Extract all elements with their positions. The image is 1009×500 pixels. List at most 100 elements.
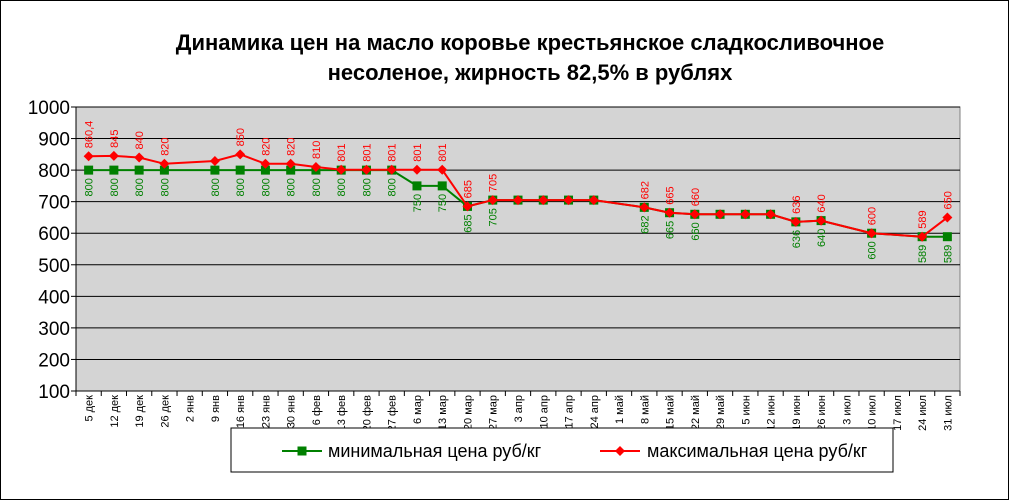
max-price-marker bbox=[83, 151, 94, 162]
max-price-data-label: 845 bbox=[109, 130, 121, 148]
x-tick-label: 17 апр bbox=[564, 395, 576, 428]
min-price-data-label: 665 bbox=[665, 221, 677, 239]
y-tick-label: 800 bbox=[38, 161, 70, 182]
max-price-data-label: 705 bbox=[488, 174, 500, 192]
max-price-marker bbox=[437, 164, 448, 175]
x-tick-label: 13 мар bbox=[437, 395, 449, 430]
max-price-marker bbox=[563, 195, 574, 206]
y-tick-label: 700 bbox=[38, 193, 70, 214]
max-price-data-label: 801 bbox=[437, 143, 449, 161]
max-price-data-label: 801 bbox=[336, 143, 348, 161]
max-price-marker bbox=[765, 209, 776, 220]
min-price-data-label: 800 bbox=[159, 178, 171, 196]
min-price-marker bbox=[134, 165, 144, 175]
x-tick-label: 8 май bbox=[639, 395, 651, 424]
legend bbox=[230, 427, 894, 473]
max-price-data-label: 820 bbox=[260, 137, 272, 155]
x-tick-label: 20 фев bbox=[361, 395, 373, 431]
chart-title-line-2: несоленое, жирность 82,5% в рублях bbox=[327, 60, 733, 85]
min-price-data-label: 800 bbox=[109, 178, 121, 196]
max-price-data-label: 682 bbox=[639, 181, 651, 199]
min-price-marker bbox=[159, 165, 169, 175]
max-price-marker bbox=[462, 201, 473, 212]
max-price-marker bbox=[209, 155, 220, 166]
max-price-data-label: 600 bbox=[867, 207, 879, 225]
chart-title: Динамика цен на масло коровье крестьянск… bbox=[80, 28, 980, 88]
x-tick-label: 3 июл bbox=[841, 395, 853, 425]
min-price-data-label: 800 bbox=[336, 178, 348, 196]
legend-max-label: максимальная цена руб/кг bbox=[647, 441, 868, 461]
x-tick-label: 3 апр bbox=[513, 395, 525, 422]
min-price-data-label: 750 bbox=[437, 194, 449, 212]
min-price-marker bbox=[84, 165, 94, 175]
plot-area bbox=[75, 106, 961, 392]
legend-min-label: минимальная цена руб/кг bbox=[328, 441, 542, 461]
max-price-data-label: 801 bbox=[412, 143, 424, 161]
min-price-marker bbox=[210, 165, 220, 175]
x-tick-label: 19 июн bbox=[791, 395, 803, 431]
y-tick-label: 900 bbox=[38, 130, 70, 151]
max-price-marker bbox=[134, 152, 145, 163]
min-price-data-label: 750 bbox=[412, 194, 424, 212]
x-tick-label: 16 янв bbox=[235, 395, 247, 428]
y-tick-label: 200 bbox=[38, 350, 70, 371]
min-price-marker bbox=[260, 165, 270, 175]
x-tick-label: 13 фев bbox=[336, 395, 348, 431]
min-price-data-label: 705 bbox=[488, 208, 500, 226]
max-price-data-label: 801 bbox=[361, 143, 373, 161]
min-price-data-label: 800 bbox=[235, 178, 247, 196]
max-price-data-label: 660 bbox=[690, 188, 702, 206]
max-price-data-label: 636 bbox=[791, 196, 803, 214]
x-tick-label: 31 июл bbox=[942, 395, 954, 431]
max-price-data-label: 801 bbox=[387, 143, 399, 161]
max-price-marker bbox=[917, 231, 928, 242]
min-price-data-label: 800 bbox=[361, 178, 373, 196]
min-price-data-label: 800 bbox=[311, 178, 323, 196]
max-price-marker bbox=[538, 195, 549, 206]
x-tick-label: 6 фев bbox=[311, 395, 323, 425]
y-tick-label: 100 bbox=[38, 382, 70, 403]
max-price-data-label: 820 bbox=[159, 137, 171, 155]
x-tick-label: 1 май bbox=[614, 395, 626, 424]
min-price-marker bbox=[109, 165, 119, 175]
max-price-marker bbox=[361, 164, 372, 175]
min-price-marker bbox=[412, 181, 422, 191]
max-price-data-label: 665 bbox=[665, 186, 677, 204]
x-tick-label: 27 мар bbox=[488, 395, 500, 430]
min-price-data-label: 800 bbox=[210, 178, 222, 196]
x-tick-label: 9 янв bbox=[210, 395, 222, 422]
max-price-marker bbox=[513, 195, 523, 206]
min-price-data-label: 640 bbox=[816, 229, 828, 247]
x-tick-label: 17 июл bbox=[892, 395, 904, 431]
x-tick-label: 24 апр bbox=[589, 395, 601, 428]
max-price-marker bbox=[411, 164, 422, 175]
x-tick-label: 30 янв bbox=[286, 395, 298, 428]
min-price-marker bbox=[437, 181, 447, 191]
max-price-marker bbox=[235, 149, 246, 160]
chart-title-line-1: Динамика цен на масло коровье крестьянск… bbox=[175, 30, 885, 55]
max-price-marker bbox=[639, 202, 650, 213]
max-price-marker bbox=[816, 215, 827, 226]
x-tick-label: 15 май bbox=[665, 395, 677, 430]
x-tick-label: 5 дек bbox=[84, 395, 96, 422]
max-price-marker bbox=[159, 158, 170, 169]
y-tick-label: 300 bbox=[38, 319, 70, 340]
x-tick-label: 12 июн bbox=[766, 395, 778, 431]
max-price-data-label: 820 bbox=[286, 137, 298, 155]
x-tick-label: 29 май bbox=[715, 395, 727, 430]
max-price-marker bbox=[689, 209, 700, 220]
max-price-marker bbox=[790, 216, 801, 227]
min-price-data-label: 660 bbox=[690, 222, 702, 240]
x-tick-label: 2 янв bbox=[185, 395, 197, 422]
y-tick-label: 400 bbox=[38, 287, 70, 308]
max-price-data-label: 640 bbox=[816, 194, 828, 212]
max-price-data-label: 850 bbox=[235, 128, 247, 146]
max-price-marker bbox=[715, 209, 726, 220]
legend-min-marker bbox=[297, 446, 307, 456]
x-tick-label: 12 дек bbox=[109, 395, 121, 428]
y-tick-label: 1000 bbox=[28, 98, 70, 119]
max-price-marker bbox=[310, 161, 321, 172]
x-tick-label: 26 июн bbox=[816, 395, 828, 431]
max-price-data-label: 589 bbox=[917, 210, 929, 228]
